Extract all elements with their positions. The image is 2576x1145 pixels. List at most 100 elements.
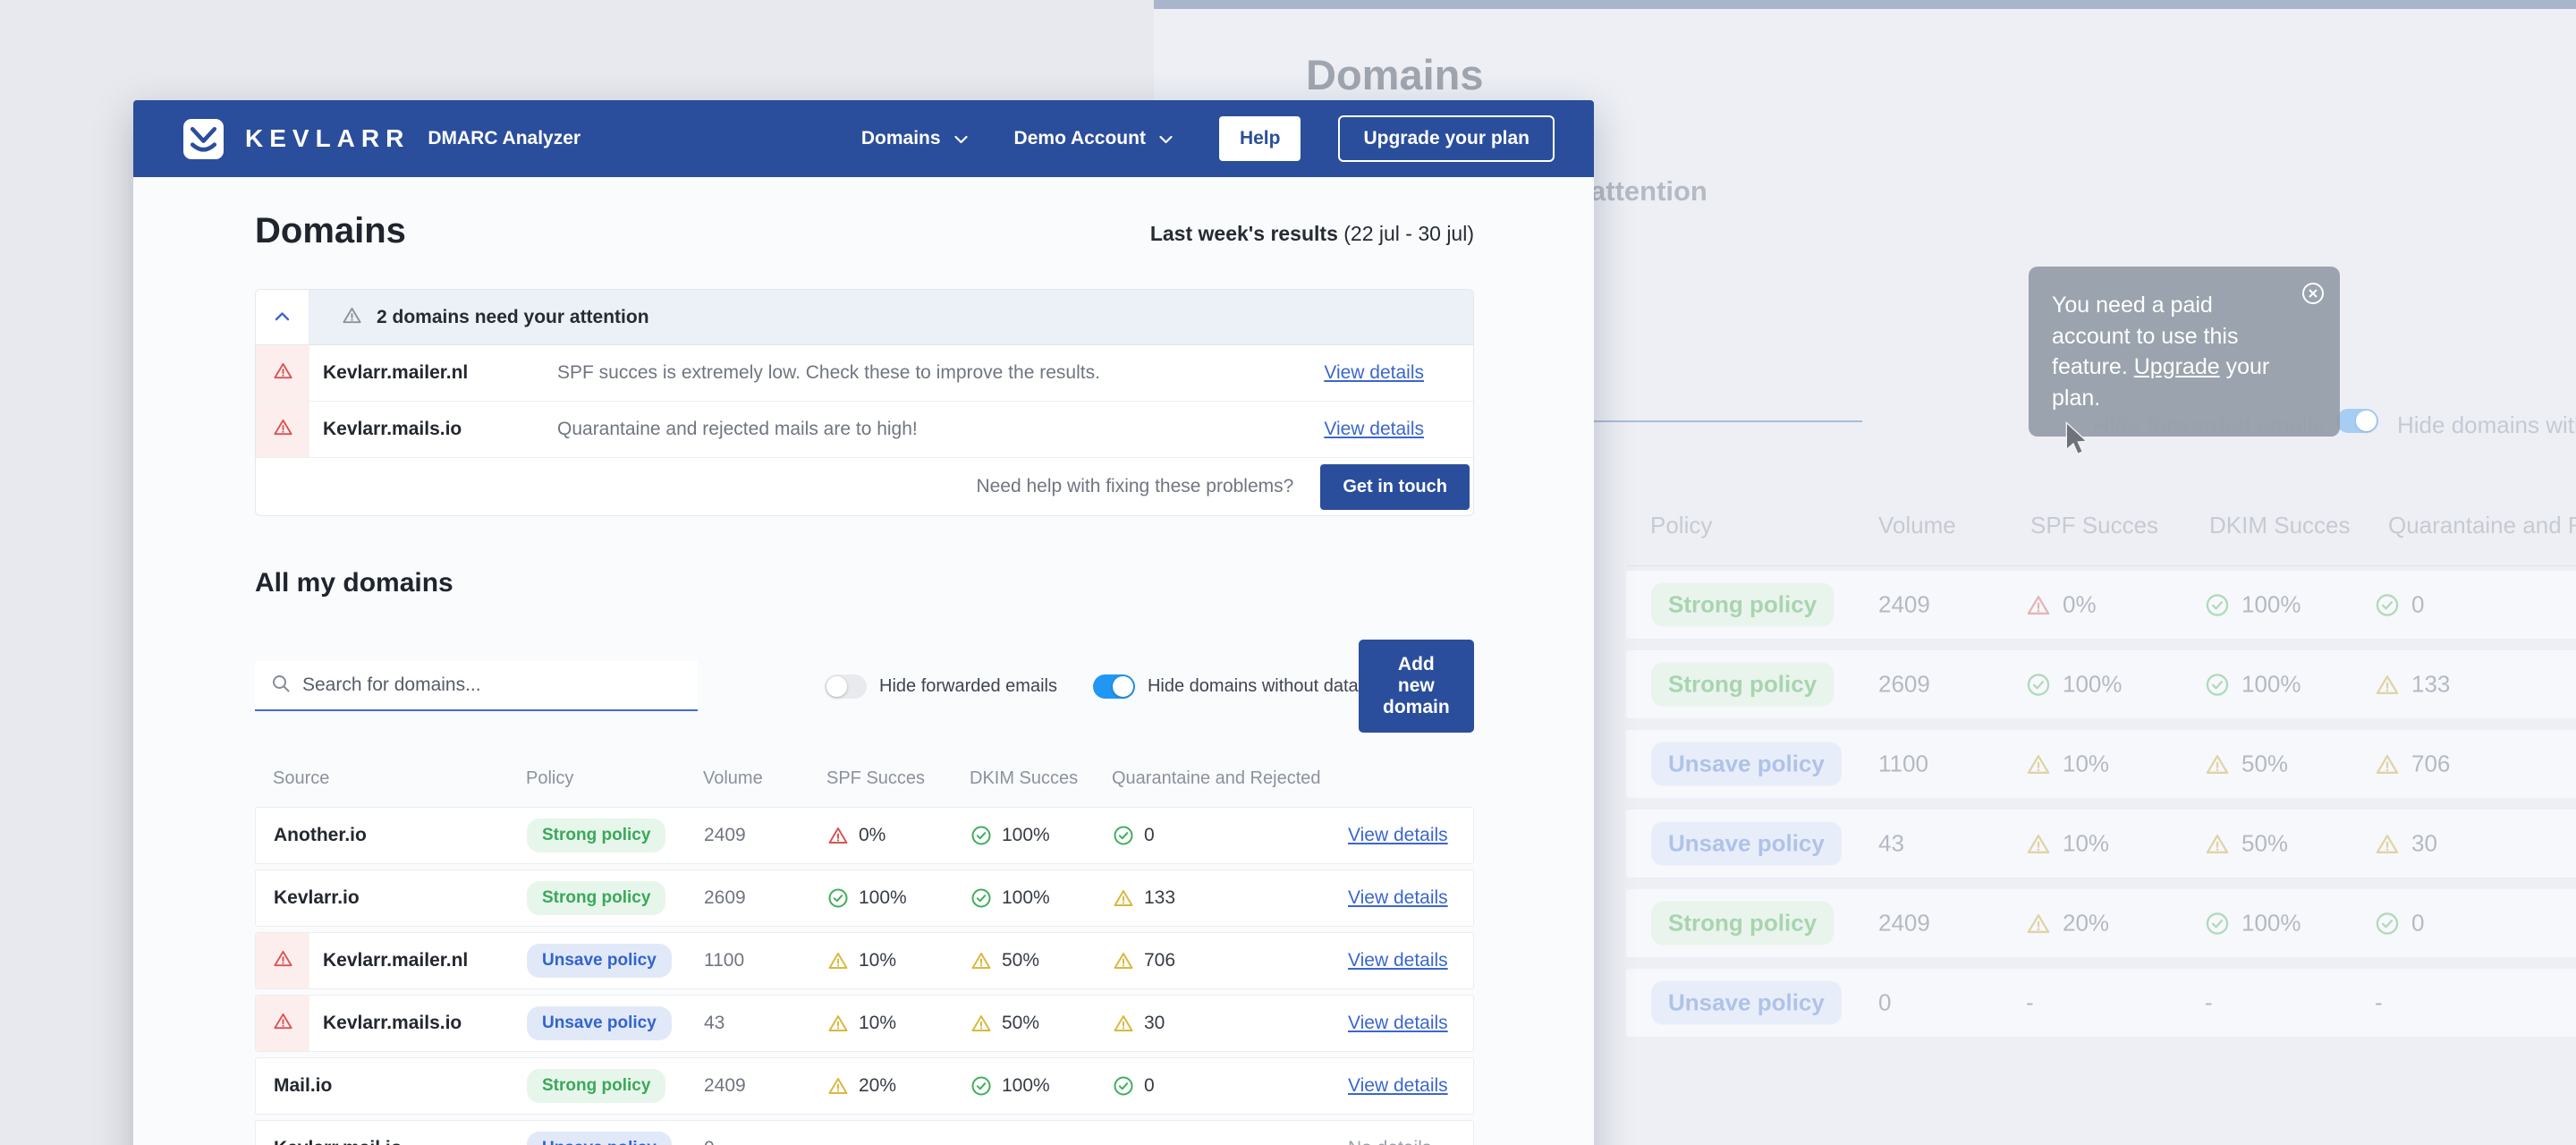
table-row: Kevlarr.io Strong policy 2609 100% 100% … bbox=[255, 869, 1474, 927]
quarantine-cell: 706 bbox=[2375, 751, 2450, 778]
row-details-link[interactable]: View details bbox=[1348, 1075, 1448, 1096]
background-search-underline bbox=[1594, 420, 1862, 422]
spf-cell: 10% bbox=[827, 1013, 970, 1034]
background-attention-fragment: attention bbox=[1590, 175, 1707, 207]
background-table-row: Unsave policy 0 - - - bbox=[1626, 969, 2576, 1037]
table-row: Kevlarr.mailer.nl Unsave policy 1100 10%… bbox=[255, 932, 1474, 989]
volume-value: 2409 bbox=[704, 1075, 746, 1096]
alert-marker-cell bbox=[256, 402, 309, 457]
policy-badge: Strong policy bbox=[527, 1069, 666, 1103]
domains-table-body: Another.io Strong policy 2409 0% 100% 0 … bbox=[255, 807, 1474, 1145]
attention-rows: Kevlarr.mailer.nl SPF succes is extremel… bbox=[256, 345, 1473, 458]
attention-panel-header: 2 domains need your attention bbox=[256, 290, 1473, 345]
collapse-panel-button[interactable] bbox=[256, 290, 309, 344]
background-column-header: Quarantaine and Rejected bbox=[2388, 512, 2576, 539]
dkim-cell: - bbox=[970, 1138, 1113, 1145]
spf-cell: 0% bbox=[827, 825, 970, 846]
row-details-link[interactable]: View details bbox=[1348, 887, 1448, 908]
app-window: KEVLARR DMARC Analyzer Domains Demo Acco… bbox=[133, 100, 1594, 1145]
quarantine-cell: 133 bbox=[2375, 671, 2450, 699]
attention-row: Kevlarr.mails.io Quarantaine and rejecte… bbox=[256, 402, 1473, 458]
quarantine-cell: 30 bbox=[2375, 830, 2437, 858]
nav-account-label: Demo Account bbox=[1013, 128, 1146, 148]
volume-value: 2409 bbox=[1878, 590, 1930, 618]
chevron-up-icon bbox=[275, 310, 290, 326]
alert-marker-cell bbox=[256, 996, 309, 1051]
background-column-header: Volume bbox=[1878, 512, 1956, 539]
background-header-strip bbox=[1154, 0, 2576, 9]
policy-badge: Strong policy bbox=[527, 818, 666, 852]
get-in-touch-button[interactable]: Get in touch bbox=[1320, 463, 1470, 510]
warning-triangle-icon bbox=[273, 948, 293, 973]
hide-nodata-label: Hide domains without data bbox=[1147, 675, 1359, 696]
quarantine-cell: 0 bbox=[2375, 591, 2424, 619]
policy-badge: Unsave policy bbox=[527, 1132, 672, 1145]
search-input[interactable] bbox=[302, 674, 698, 696]
volume-value: 43 bbox=[704, 1013, 725, 1033]
hide-forwarded-label: Hide forwarded emails bbox=[879, 675, 1057, 696]
dkim-cell: 100% bbox=[2205, 591, 2301, 619]
background-table-divider bbox=[1626, 565, 2576, 566]
row-details-link[interactable]: View details bbox=[1348, 950, 1448, 971]
spf-cell: 20% bbox=[827, 1075, 970, 1097]
volume-value: 1100 bbox=[1878, 750, 1928, 777]
alert-domain-name: Kevlarr.mails.io bbox=[323, 419, 462, 439]
hide-forwarded-toggle[interactable] bbox=[825, 674, 867, 699]
policy-badge: Strong policy bbox=[1651, 662, 1835, 707]
close-icon[interactable] bbox=[2301, 281, 2326, 306]
nav-account[interactable]: Demo Account bbox=[1014, 128, 1173, 149]
mouse-cursor bbox=[2062, 420, 2092, 461]
warning-triangle-icon bbox=[273, 417, 293, 442]
column-header: Quarantaine and Rejected bbox=[1112, 768, 1321, 788]
policy-badge: Unsave policy bbox=[1651, 980, 1842, 1025]
volume-value: 2609 bbox=[1878, 670, 1930, 698]
background-table-row: Strong policy 2609 100% 100% 133 bbox=[1626, 650, 2576, 718]
domain-search bbox=[255, 661, 698, 711]
background-toggle-nodata-label: Hide domains without data bbox=[2397, 411, 2576, 438]
quarantine-cell: - bbox=[1113, 1138, 1348, 1145]
upgrade-plan-button[interactable]: Upgrade your plan bbox=[1338, 115, 1555, 162]
column-header: Source bbox=[273, 768, 330, 788]
dkim-cell: 100% bbox=[2205, 910, 2301, 937]
nav-domains[interactable]: Domains bbox=[861, 128, 968, 149]
dkim-cell: 100% bbox=[970, 825, 1113, 846]
dkim-cell: 100% bbox=[970, 887, 1113, 909]
tooltip-text: You need a paid account to use this feat… bbox=[2052, 293, 2239, 379]
view-details-link[interactable]: View details bbox=[1324, 419, 1424, 439]
dkim-cell: 100% bbox=[970, 1075, 1113, 1097]
toggle-knob bbox=[826, 675, 847, 697]
warning-triangle-icon bbox=[273, 1011, 293, 1036]
view-details-link[interactable]: View details bbox=[1324, 362, 1424, 383]
alert-marker-cell bbox=[256, 345, 309, 401]
nav-domains-label: Domains bbox=[860, 128, 941, 148]
spf-cell: - bbox=[2026, 988, 2034, 1016]
tooltip-text-after: your plan. bbox=[2052, 354, 2270, 411]
background-toggle-nodata[interactable] bbox=[2336, 409, 2378, 433]
domain-source: Kevlarr.mailer.nl bbox=[323, 950, 469, 971]
spf-cell: 100% bbox=[827, 887, 970, 909]
page-title: Domains bbox=[255, 211, 406, 250]
dkim-cell: 50% bbox=[970, 950, 1113, 971]
tooltip-upgrade-link[interactable]: Upgrade bbox=[2133, 354, 2220, 379]
hide-nodata-toggle[interactable] bbox=[1092, 674, 1135, 699]
chevron-down-icon bbox=[1159, 128, 1173, 149]
policy-badge: Unsave policy bbox=[527, 1006, 672, 1040]
row-details-link[interactable]: View details bbox=[1348, 1013, 1448, 1033]
alert-marker-cell bbox=[256, 933, 309, 988]
alert-message: SPF succes is extremely low. Check these… bbox=[557, 362, 1100, 383]
quarantine-cell: 0 bbox=[1113, 825, 1348, 846]
help-button[interactable]: Help bbox=[1218, 116, 1301, 161]
background-table-row: Unsave policy 43 10% 50% 30 bbox=[1626, 810, 2576, 878]
background-column-header: SPF Succes bbox=[2030, 512, 2159, 539]
spf-cell: 100% bbox=[2026, 671, 2123, 699]
dkim-cell: 100% bbox=[2205, 671, 2301, 699]
header-nav: Domains Demo Account Help Upgrade your p… bbox=[861, 115, 1555, 162]
add-new-domain-button[interactable]: Add new domain bbox=[1358, 640, 1474, 733]
quarantine-cell: 0 bbox=[1113, 1075, 1348, 1097]
chevron-down-icon bbox=[953, 128, 968, 149]
dkim-cell: 50% bbox=[970, 1013, 1113, 1034]
domain-source: Kevlarr.mails.io bbox=[323, 1013, 462, 1033]
row-details-link[interactable]: View details bbox=[1348, 825, 1448, 845]
volume-value: 2609 bbox=[704, 887, 746, 908]
table-row: Kevlarr.mail.io Unsave policy 0 - - - No… bbox=[255, 1120, 1474, 1145]
